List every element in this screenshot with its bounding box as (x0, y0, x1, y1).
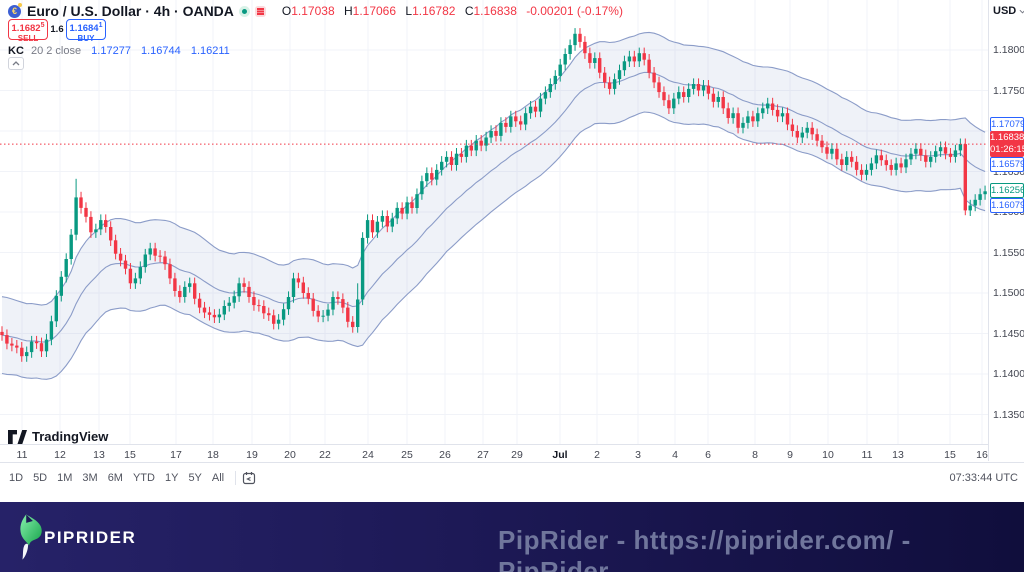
tradingview-attribution-label: TradingView (32, 429, 109, 444)
time-axis-label: 4 (672, 449, 678, 461)
utc-clock[interactable]: 07:33:44 UTC (949, 472, 1018, 484)
close-value: 1.16838 (473, 4, 517, 18)
price-scale-label: 1.15000 (993, 287, 1024, 299)
market-status-icon[interactable] (238, 5, 250, 17)
time-axis-label: 25 (401, 449, 413, 461)
time-axis-label: 13 (892, 449, 904, 461)
time-axis[interactable]: 11 12 13 15 17 18 19 20 22 24 25 26 27 29 Jul 2 3 4 6 8 9 10 1… (0, 444, 1024, 462)
chevron-up-icon (12, 61, 20, 66)
time-axis-label: 20 (284, 449, 296, 461)
price-scale-label: 1.17500 (993, 84, 1024, 97)
indicator-value-upper: 1.17277 (91, 45, 131, 57)
time-axis-label: Jul (552, 449, 568, 461)
price-scale-label: 1.15500 (993, 246, 1024, 259)
time-axis-label: 22 (319, 449, 331, 461)
indicator-value-lower: 1.16211 (190, 45, 230, 57)
range-1d-button[interactable]: 1D (4, 469, 28, 487)
open-label: O (281, 4, 292, 18)
indicator-name: KC (8, 45, 24, 57)
piprider-footer: PIPRIDER (0, 502, 1024, 572)
footer-tagline: PipRider - https://piprider.com/ - PipRi… (498, 525, 911, 572)
change-value: -0.00201 (-0.17%) (526, 4, 623, 18)
buy-button-label: BUY (77, 34, 95, 44)
price-scale-label: 1.14000 (993, 368, 1024, 380)
high-value: 1.17066 (352, 4, 397, 18)
time-axis-label: 29 (511, 449, 523, 461)
indicator-params: 20 2 close (30, 45, 82, 57)
last-trade-badge: 1.16256 (990, 183, 1024, 199)
time-axis-label: 16 (976, 449, 988, 461)
time-axis-label: 3 (635, 449, 641, 461)
time-axis-label: 26 (439, 449, 451, 461)
range-6m-button[interactable]: 6M (103, 469, 128, 487)
kc-upper-badge: 1.17079 (990, 116, 1024, 132)
range-1m-button[interactable]: 1M (52, 469, 77, 487)
indicator-value-middle: 1.16744 (141, 45, 181, 57)
range-all-button[interactable]: All (207, 469, 229, 487)
price-scale-label: 1.14500 (993, 327, 1024, 340)
time-axis-label: 17 (170, 449, 182, 461)
piprider-wordmark: PIPRIDER (44, 528, 137, 547)
time-axis-label: 12 (54, 449, 66, 461)
high-label: H (343, 4, 353, 18)
time-axis-label: 11 (861, 449, 873, 461)
range-5y-button[interactable]: 5Y (183, 469, 206, 487)
time-axis-label: 8 (752, 449, 758, 461)
tradingview-attribution[interactable]: TradingView (8, 429, 108, 444)
sell-button-label: SELL (17, 34, 39, 44)
time-axis-label: 19 (246, 449, 258, 461)
trade-panel: 1.16825 SELL 1.6 1.16841 BUY (8, 19, 106, 44)
buy-button[interactable]: 1.16841 BUY (66, 19, 106, 44)
time-axis-label: 18 (207, 449, 219, 461)
price-scale[interactable]: USD 1.180001.175001.170001.165001.160001… (988, 0, 1024, 461)
sell-button[interactable]: 1.16825 SELL (8, 19, 48, 44)
news-lines-icon[interactable] (254, 5, 266, 17)
legend-collapse-button[interactable] (8, 57, 24, 70)
low-value: 1.16782 (412, 4, 456, 18)
range-buttons: 1D 5D 1M 3M 6M YTD 1Y 5Y All (4, 469, 256, 487)
spread-value: 1.6 (50, 24, 64, 35)
open-value: 1.17038 (291, 4, 335, 18)
time-axis-label: 15 (944, 449, 956, 461)
close-label: C (464, 4, 474, 18)
time-axis-label: 15 (124, 449, 136, 461)
time-axis-label: 10 (822, 449, 834, 461)
symbol-title[interactable]: Euro / U.S. Dollar · 4h · OANDA (27, 3, 234, 19)
time-axis-label: 27 (477, 449, 489, 461)
tradingview-logo-icon (8, 429, 27, 444)
range-3m-button[interactable]: 3M (77, 469, 102, 487)
piprider-logo-icon (20, 514, 42, 560)
time-axis-label: 13 (93, 449, 105, 461)
toolbar-divider (235, 471, 237, 485)
go-to-date-calendar-icon[interactable] (242, 471, 256, 485)
ohlc-readout: O1.17038 H1.17066 L1.16782 C1.16838 -0.0… (276, 4, 623, 18)
kc-lower-badge: 1.16079 (990, 197, 1024, 213)
range-ytd-button[interactable]: YTD (128, 469, 160, 487)
time-axis-label: 2 (594, 449, 600, 461)
symbol-row: € Euro / U.S. Dollar · 4h · OANDA O1.170… (8, 2, 623, 19)
chevron-down-icon (1019, 9, 1024, 14)
time-axis-label: 11 (16, 449, 28, 461)
range-toolbar: 1D 5D 1M 3M 6M YTD 1Y 5Y All 07:33:44 UTC (0, 462, 1024, 496)
time-axis-label: 24 (362, 449, 374, 461)
range-1y-button[interactable]: 1Y (160, 469, 183, 487)
tradingview-widget: € Euro / U.S. Dollar · 4h · OANDA O1.170… (0, 0, 1024, 496)
indicator-legend[interactable]: KC 20 2 close 1.17277 1.16744 1.16211 (8, 45, 230, 57)
price-chart-canvas[interactable] (0, 0, 988, 444)
low-label: L (405, 4, 413, 18)
time-axis-label: 9 (787, 449, 793, 461)
kc-middle-badge: 1.16579 (990, 157, 1024, 173)
price-scale-label: 1.18000 (993, 44, 1024, 56)
range-5d-button[interactable]: 5D (28, 469, 52, 487)
currency-pair-icon: € (8, 2, 22, 18)
currency-label[interactable]: USD (993, 5, 1024, 17)
current-price-badge: 1.16838 01:26:15 (990, 131, 1024, 158)
time-axis-label: 6 (705, 449, 711, 461)
price-scale-label: 1.13500 (993, 408, 1024, 421)
